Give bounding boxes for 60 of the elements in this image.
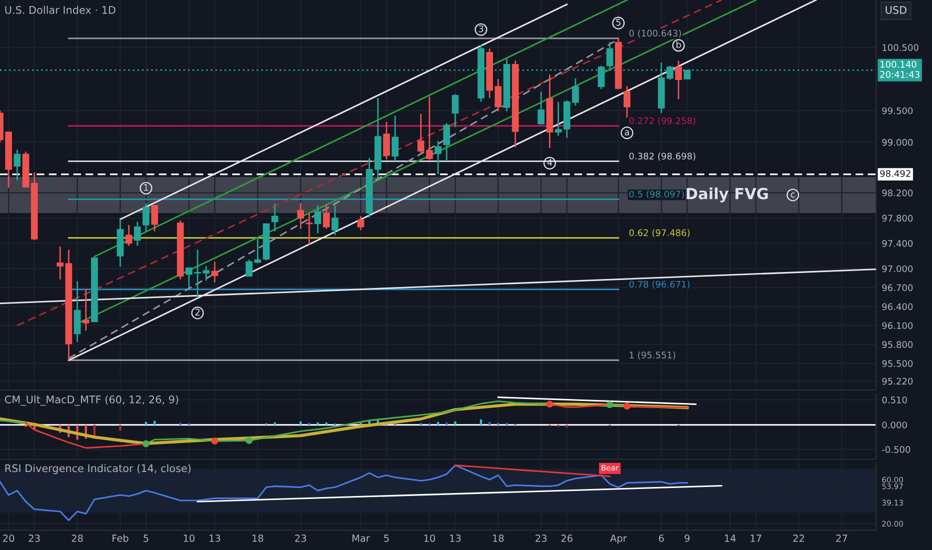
band-label: Daily FVG: [686, 188, 768, 202]
x-tick-label: 5: [144, 534, 148, 542]
series-label: 0.62 (97.486): [629, 229, 690, 238]
series-label: 0.382 (98.698): [629, 152, 696, 161]
ref-line-label: 100.140 20:41:43: [880, 60, 920, 78]
y-tick-label: 95.220: [882, 378, 913, 385]
ref-line-label: 98.492: [880, 170, 910, 177]
x-tick-label: 23: [295, 534, 306, 542]
series-label: 0.272 (99.258): [629, 117, 696, 126]
annotation: c: [790, 192, 795, 198]
x-tick-label: 18: [252, 534, 264, 542]
x-tick-label: 26: [561, 534, 572, 542]
x-tick-label: 17: [750, 534, 762, 542]
annotation: 1: [144, 184, 148, 191]
x-tick-label: 18: [493, 534, 504, 542]
x-tick-label: 13: [210, 534, 220, 542]
x-tick-label: 23: [536, 534, 547, 542]
y-tick-label: 99.000: [882, 138, 913, 146]
x-tick-label: 9: [684, 534, 690, 542]
x-tick-label: 13: [450, 534, 461, 542]
series-label: 0.5 (98.097): [629, 190, 684, 199]
series-label: 0 (100.643): [629, 30, 681, 38]
y-tick-label: 95.800: [882, 341, 913, 348]
annotation: 2: [195, 308, 200, 316]
series-label: 0.78 (96.671): [629, 280, 690, 289]
x-tick-label: 10: [424, 534, 435, 542]
annotation: 5: [616, 18, 620, 26]
y-tick-label: 97.000: [882, 265, 913, 272]
x-tick-label: 14: [724, 534, 736, 542]
x-tick-label: 20: [3, 534, 14, 542]
y-tick-label: 96.400: [882, 303, 913, 310]
y-tick-label: 99.500: [882, 107, 913, 114]
x-tick-label: 10: [184, 534, 194, 542]
annotation: a: [624, 130, 629, 136]
annotation: b: [676, 41, 681, 48]
x-tick-label: 27: [836, 534, 848, 542]
x-tick-label: 22: [793, 534, 804, 542]
annotation: 3: [478, 25, 484, 32]
y-tick-label: 100.500: [882, 44, 918, 51]
y-tick-label: 96.100: [882, 322, 913, 330]
x-tick-label: 5: [384, 534, 389, 542]
x-tick-label: Apr: [610, 534, 627, 544]
x-tick-label: Mar: [352, 534, 370, 542]
chart-title: U.S. Dollar Index · 1D: [5, 6, 116, 14]
y-tick-label: 0.000: [882, 422, 907, 428]
y-tick-label: -0.500: [882, 446, 910, 453]
y-tick-label: 97.400: [882, 240, 913, 247]
x-tick-label: 23: [28, 534, 40, 542]
chart-title: CM_Ult_MacD_MTF (60, 12, 26, 9): [4, 395, 178, 406]
x-tick-label: 28: [72, 534, 83, 542]
y-tick-label: 95.500: [882, 360, 913, 367]
y-tick-label: 96.700: [882, 284, 913, 292]
x-tick-label: Feb: [112, 534, 128, 542]
x-tick-label: 6: [658, 534, 664, 542]
series-label: 1 (95.551): [630, 351, 676, 360]
y-tick-label: 98.200: [882, 189, 913, 196]
y-tick-label: 97.800: [882, 214, 913, 222]
y-tick-label: 0.510: [882, 396, 907, 404]
chart-title: RSI Divergence Indicator (14, close): [5, 464, 191, 474]
text: USD: [886, 6, 906, 14]
